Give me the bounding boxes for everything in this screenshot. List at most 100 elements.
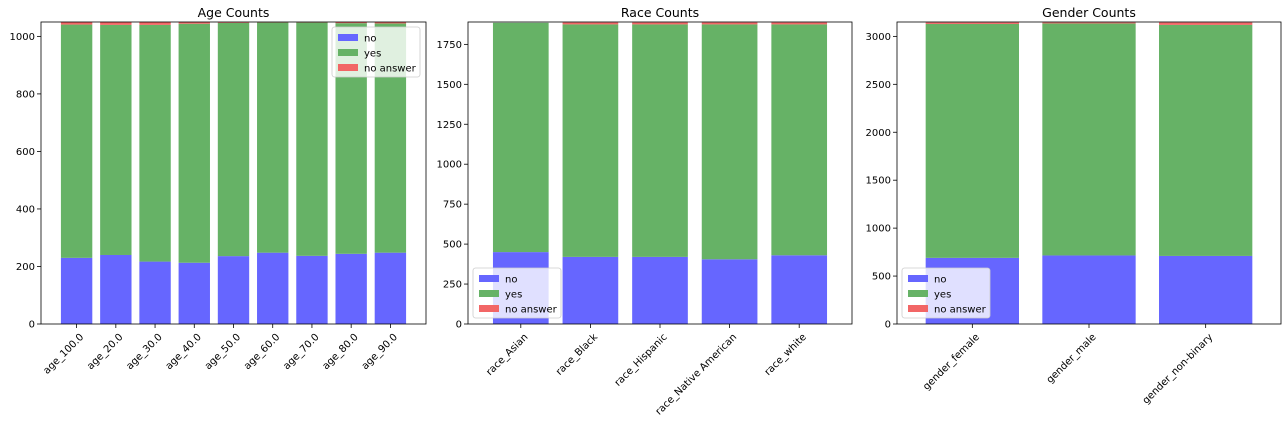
y-tick-label: 3000 [866,32,891,43]
y-tick-label: 750 [443,200,462,211]
legend-label: no answer [364,64,417,75]
bar-no-age_40.0 [178,262,210,324]
legend-swatch-no-answer [338,64,358,71]
y-tick-label: 400 [16,204,35,215]
bar-no-age_60.0 [257,252,289,324]
y-tick-label: 1500 [866,176,891,187]
bar-yes-gender_male [1042,23,1136,256]
bar-no-age_90.0 [374,252,407,324]
x-tick-label: age_20.0 [85,332,125,372]
x-tick-label: race_Asian [484,332,530,378]
bar-no-age_20.0 [100,254,132,324]
x-tick-label: age_30.0 [124,332,164,372]
x-tick-label: age_90.0 [360,332,400,372]
x-tick-label: age_100.0 [42,332,87,377]
bar-no-gender_non-binary [1159,255,1253,324]
legend-swatch-no [338,34,358,41]
bar-no-answer-race_white [771,22,828,25]
bar-no-answer-gender_non-binary [1159,22,1253,25]
bar-no-answer-age_40.0 [178,22,210,24]
bar-yes-age_70.0 [296,22,328,256]
bar-no-answer-age_30.0 [139,22,171,25]
legend-swatch-no-answer [908,305,928,312]
bar-no-gender_male [1042,255,1136,324]
bar-yes-age_30.0 [139,24,171,262]
plot-frame [467,21,853,325]
legend-swatch-no [908,275,928,282]
legend-label: no [934,275,946,286]
bar-no-age_50.0 [217,256,250,324]
chart-title: Age Counts [198,5,270,20]
plot-frame [40,21,427,325]
x-tick-label: race_Black [554,332,600,378]
legend-swatch-yes [479,290,499,297]
y-tick-label: 1000 [866,224,891,235]
bar-yes-gender_female [925,23,1019,258]
legend-label: yes [364,49,381,60]
chart-panel-1: age_100.0age_20.0age_30.0age_40.0age_50.… [10,5,427,377]
legend-label: yes [505,290,522,301]
bar-no-answer-age_50.0 [217,22,250,23]
bar-no-answer-age_90.0 [374,22,407,24]
bar-no-answer-age_80.0 [335,22,367,24]
chart-panel-3: gender_female gender_male gender_non-binar… [866,5,1282,407]
bar-no-age_70.0 [296,255,328,324]
y-tick-label: 500 [872,272,891,283]
bar-yes-age_40.0 [178,23,210,263]
legend-label: yes [934,290,951,301]
x-tick-label: race_Native American [654,332,740,418]
bar-yes-race_white [771,24,828,256]
legend: no yes no answer [331,26,421,78]
x-tick-label: age_50.0 [203,332,243,372]
chart-title: Race Counts [621,5,699,20]
bar-yes-age_50.0 [217,22,250,257]
bar-no-answer-gender_male [1042,22,1136,24]
bar-yes-gender_non-binary [1159,24,1253,256]
y-tick-label: 500 [443,240,462,251]
bar-no-age_30.0 [139,261,171,324]
bar-yes-race_Black [562,24,619,257]
x-tick-label: gender_male [1045,332,1099,386]
x-tick-label: age_40.0 [164,332,204,372]
legend-swatch-no-answer [479,305,499,312]
plot-frame [896,21,1282,325]
legend-label: no [505,275,517,286]
bar-no-age_80.0 [335,253,367,324]
bar-no-answer-race_Native American [701,22,758,25]
y-tick-label: 600 [16,147,35,158]
legend-label: no [364,34,376,45]
x-tick-label: gender_non-binary [1141,332,1216,407]
y-tick-label: 200 [16,262,35,273]
legend-label: no answer [934,305,987,316]
x-tick-label: age_80.0 [321,332,361,372]
legend-swatch-yes [338,49,358,56]
chart-title: Gender Counts [1042,5,1136,20]
y-tick-label: 1500 [437,80,462,91]
bar-yes-race_Hispanic [632,24,688,257]
y-tick-label: 2500 [866,80,891,91]
x-tick-label: race_white [763,332,809,378]
y-tick-label: 1250 [437,120,462,131]
bar-no-race_Native American [701,259,758,324]
y-tick-label: 0 [456,320,462,331]
legend-swatch-yes [908,290,928,297]
y-tick-label: 250 [443,280,462,291]
bar-no-answer-age_100.0 [60,22,93,25]
x-tick-label: age_60.0 [242,332,282,372]
bar-yes-age_20.0 [100,24,132,255]
y-tick-label: 1000 [10,32,35,43]
bar-yes-age_60.0 [257,22,289,253]
bar-no-race_white [771,255,828,324]
bar-no-answer-race_Hispanic [632,22,688,25]
chart-panel-2: race_Asian race_Black race_Hispanicrace_Na… [437,5,853,418]
legend: no yes no answer [901,267,991,319]
bar-no-answer-gender_female [925,22,1019,24]
y-tick-label: 0 [29,320,35,331]
y-tick-label: 2000 [866,128,891,139]
legend: no yes no answer [472,267,562,319]
bar-no-race_Black [562,256,619,324]
bar-no-answer-race_Black [562,22,619,25]
y-tick-label: 800 [16,89,35,100]
